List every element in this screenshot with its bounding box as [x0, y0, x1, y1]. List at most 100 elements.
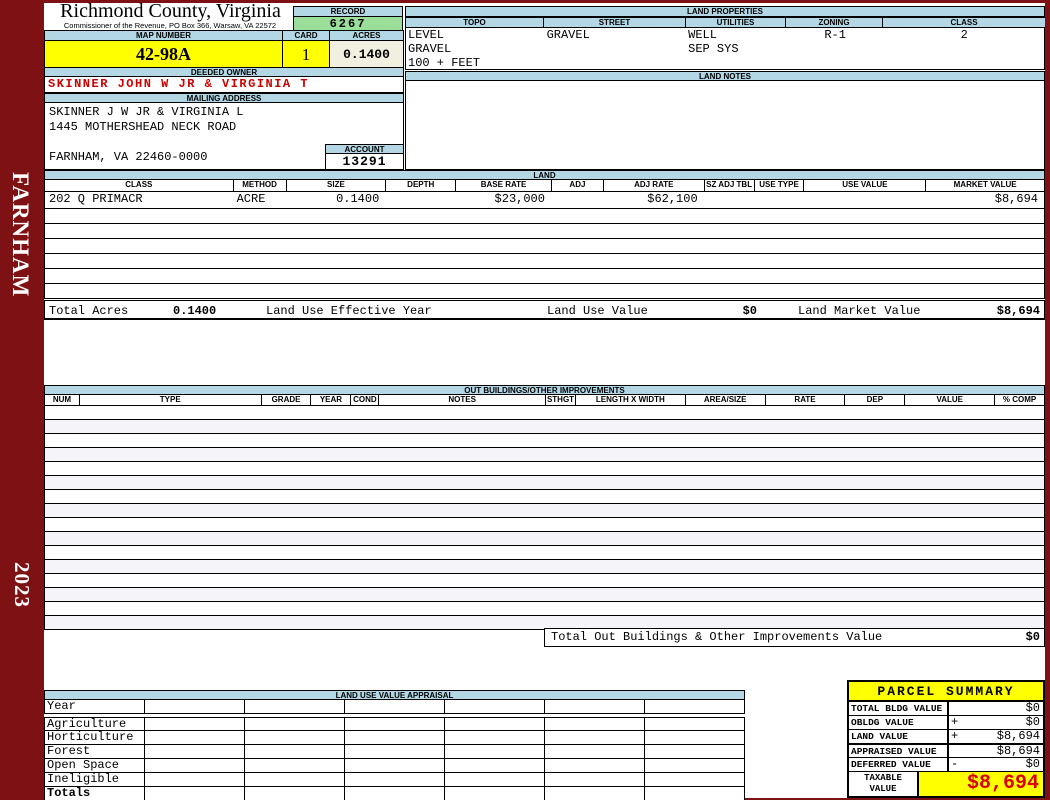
- land-use-empty-cell: [545, 718, 645, 730]
- land-use-empty-cell: [345, 745, 445, 758]
- land-cell: 202 Q PRIMACR: [49, 192, 143, 206]
- land-use-empty-cell: [145, 718, 245, 730]
- land-use-empty-cell: [545, 731, 645, 744]
- mailing-address-header: MAILING ADDRESS: [44, 93, 404, 103]
- land-use-row-label: Forest: [45, 745, 145, 758]
- out-buildings-column-header: NOTES: [378, 395, 545, 405]
- parcel-summary-operator: +: [951, 729, 959, 743]
- land-section-header: LAND: [44, 170, 1045, 180]
- land-use-empty-cell: [645, 759, 744, 772]
- deeded-owner-name: SKINNER JOHN W JR & VIRGINIA T: [44, 77, 404, 93]
- address-line: 1445 MOTHERSHEAD NECK ROAD: [49, 120, 237, 134]
- land-use-empty-cell: [645, 745, 744, 758]
- map-header-row: MAP NUMBER CARD ACRES: [44, 30, 404, 41]
- land-cell: [551, 192, 603, 208]
- land-market-value-label: Land Market Value: [798, 304, 921, 318]
- land-empty-row: [44, 239, 1045, 254]
- out-buildings-empty-row: [44, 546, 1045, 560]
- land-use-appraisal-row: Year: [44, 700, 745, 714]
- frame-left: [0, 0, 44, 800]
- out-buildings-empty-row: [44, 490, 1045, 504]
- land-column-header: SZ ADJ TBL: [703, 180, 754, 191]
- land-use-row-label: Horticulture: [45, 731, 145, 744]
- parcel-summary-row-value: $0: [1025, 715, 1040, 729]
- total-acres-value: 0.1400: [173, 304, 217, 318]
- land-data-row: 202 Q PRIMACR ACRE 0.1400 $23,000 $62,100 $8,…: [44, 192, 1045, 209]
- parcel-summary-row-label: LAND VALUE: [849, 730, 949, 743]
- parcel-summary-row: OBLDG VALUE + $0: [849, 716, 1043, 730]
- land-column-header: MARKET VALUE: [925, 180, 1044, 191]
- out-buildings-empty-rows: [44, 406, 1045, 630]
- out-buildings-empty-row: [44, 560, 1045, 574]
- out-buildings-empty-row: [44, 574, 1045, 588]
- out-buildings-column-headers: NUM TYPE GRADE YEAR COND NOTES STHGT LENGTH X W…: [44, 395, 1045, 406]
- parcel-summary-row: TOTAL BLDG VALUE $0: [849, 702, 1043, 716]
- land-use-appraisal-row: Open Space: [44, 759, 745, 773]
- land-column-header: ADJ RATE: [602, 180, 704, 191]
- land-use-empty-cell: [545, 759, 645, 772]
- district-label: FARNHAM: [8, 172, 33, 298]
- land-totals-row: Total Acres 0.1400 Land Use Effective Ye…: [44, 300, 1045, 320]
- land-use-row-label: Agriculture: [45, 718, 145, 731]
- land-use-appraisal-rows: Year Agriculture Horticulture Forest Open Sp…: [44, 700, 745, 800]
- account-box: ACCOUNT 13291: [325, 144, 404, 170]
- column-header-topo: TOPO: [405, 17, 544, 28]
- land-column-header: CLASS: [125, 180, 153, 189]
- out-buildings-total-value: $0: [1025, 630, 1040, 644]
- land-column-headers: CLASS METHOD SIZE DEPTH BASE RATE ADJ ADJ RATE…: [44, 180, 1045, 192]
- land-use-row-label: Totals: [45, 787, 145, 800]
- land-use-empty-cell: [245, 787, 345, 800]
- land-use-empty-cell: [345, 787, 445, 800]
- land-cell: ACRE: [236, 192, 266, 206]
- land-use-empty-cell: [545, 787, 645, 800]
- out-buildings-empty-row: [44, 434, 1045, 448]
- land-properties-columns: TOPO STREET UTILITIES ZONING CLASS: [405, 17, 1045, 28]
- land-cell: $8,694: [994, 192, 1038, 206]
- utilities-line: SEP SYS: [688, 42, 739, 56]
- land-notes-header: LAND NOTES: [405, 71, 1045, 81]
- land-use-empty-cell: [245, 773, 345, 786]
- parcel-summary-row: DEFERRED VALUE - $0: [849, 758, 1043, 772]
- land-use-empty-cell: [545, 745, 645, 758]
- land-column-header: BASE RATE: [455, 180, 551, 191]
- map-number-header: MAP NUMBER: [44, 30, 283, 41]
- out-buildings-table: OUT BUILDINGS/OTHER IMPROVEMENTS NUM TYPE…: [44, 385, 1045, 630]
- land-use-empty-cell: [345, 700, 445, 713]
- land-cell: $62,100: [647, 192, 698, 206]
- land-use-empty-cell: [345, 773, 445, 786]
- land-use-empty-cell: [645, 787, 744, 800]
- out-buildings-total-label: Total Out Buildings & Other Improvements…: [551, 630, 883, 644]
- land-use-appraisal-table: LAND USE VALUE APPRAISAL Year Agriculture…: [44, 690, 745, 800]
- land-use-empty-cell: [645, 718, 744, 730]
- tax-year-label: 2023: [10, 562, 34, 608]
- land-use-empty-cell: [345, 759, 445, 772]
- land-use-empty-cell: [145, 773, 245, 786]
- land-use-value: $0: [742, 304, 757, 318]
- taxable-value: $8,694: [919, 772, 1043, 796]
- frame-top: [0, 0, 1050, 3]
- zoning-value: R-1: [824, 28, 846, 42]
- record-header: RECORD: [293, 6, 403, 17]
- land-column-header: USE VALUE: [803, 180, 925, 191]
- land-use-effective-year-label: Land Use Effective Year: [266, 304, 432, 318]
- land-use-row-label: Open Space: [45, 759, 145, 772]
- out-buildings-column-header: YEAR: [310, 395, 350, 405]
- class-value: 2: [960, 28, 968, 42]
- parcel-summary-row-label: OBLDG VALUE: [849, 716, 949, 729]
- land-use-empty-cell: [445, 773, 545, 786]
- column-header-utilities: UTILITIES: [686, 17, 786, 28]
- land-use-empty-cell: [145, 759, 245, 772]
- land-use-value-label: Land Use Value: [547, 304, 648, 318]
- land-use-empty-cell: [445, 718, 545, 730]
- land-column-header: USE TYPE: [753, 180, 804, 191]
- land-use-appraisal-row: Ineligible: [44, 773, 745, 787]
- parcel-summary-row-label: DEFERRED VALUE: [849, 758, 949, 771]
- taxable-value-label: TAXABLE VALUE: [849, 772, 919, 796]
- land-notes-box: [405, 81, 1045, 170]
- land-cell: $23,000: [494, 192, 545, 206]
- taxable-label-line: TAXABLE: [864, 773, 902, 783]
- land-use-empty-cell: [545, 773, 645, 786]
- land-use-empty-cell: [145, 731, 245, 744]
- land-use-appraisal-row: Totals: [44, 787, 745, 800]
